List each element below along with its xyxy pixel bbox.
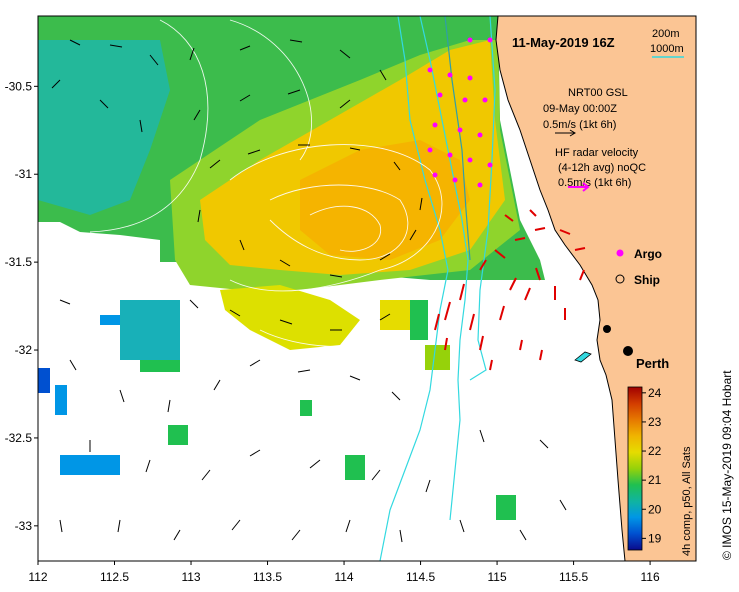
y-tick-label: -31.5 xyxy=(5,255,33,269)
nrt-legend-line2: 09-May 00:00Z xyxy=(543,103,617,115)
argo-floats xyxy=(427,37,493,188)
colorbar-tick-label: 23 xyxy=(648,415,662,429)
hf-legend-arrow xyxy=(568,182,590,192)
rottnest-island xyxy=(574,351,592,363)
scale-label-1000m: 1000m xyxy=(650,43,684,55)
hf-legend-line2: (4-12h avg) noQC xyxy=(558,162,646,174)
scale-label-200m: 200m xyxy=(652,28,680,40)
x-axis: 112 112.5 113 113.5 114 114.5 115 115.5 116 xyxy=(28,561,660,584)
sst-field-cyan xyxy=(38,40,170,215)
model-contours xyxy=(89,19,443,348)
x-tick-label: 116 xyxy=(641,570,660,584)
sst-field-yellow-lobe xyxy=(220,285,360,350)
perth-label: Perth xyxy=(636,356,669,371)
hf-legend-line1: HF radar velocity xyxy=(555,147,639,159)
nrt-legend-line3: 0.5m/s (1kt 6h) xyxy=(543,119,616,131)
colorbar-ticks: 19 20 21 22 23 24 xyxy=(642,386,662,545)
y-tick-label: -32 xyxy=(15,343,33,357)
colorbar-bar xyxy=(627,386,643,551)
colorbar-tick-label: 21 xyxy=(648,473,662,487)
colorbar-tick-label: 20 xyxy=(648,502,662,516)
argo-legend-label: Argo xyxy=(634,247,662,261)
colorbar-caption: 4h comp, p50, All Sats xyxy=(681,446,693,556)
x-tick-label: 113 xyxy=(181,570,200,584)
colorbar-tick-label: 22 xyxy=(648,444,662,458)
model-velocity-arrows xyxy=(51,39,567,543)
x-tick-label: 112.5 xyxy=(100,570,129,584)
x-tick-label: 112 xyxy=(28,570,47,584)
x-tick-label: 115 xyxy=(487,570,506,584)
x-tick-label: 113.5 xyxy=(253,570,282,584)
plot-frame xyxy=(37,15,697,562)
nrt-legend-arrow xyxy=(555,129,576,137)
map-title: 11-May-2019 16Z xyxy=(512,35,615,50)
bathymetry-contours xyxy=(379,16,496,561)
land xyxy=(495,16,696,561)
sst-field-core-orange xyxy=(300,140,470,260)
credit-label: © IMOS 15-May-2019 09:04 Hobart xyxy=(720,370,734,560)
colorbar-tick-label: 24 xyxy=(648,386,662,400)
x-tick-label: 114 xyxy=(334,570,353,584)
ship-marker xyxy=(603,325,611,333)
colorbar-tick-label: 19 xyxy=(648,531,662,545)
perth-marker xyxy=(623,346,633,356)
y-tick-label: -33 xyxy=(15,519,33,533)
y-axis: -30.5 -31 -31.5 -32 -32.5 -33 xyxy=(5,79,38,533)
y-tick-label: -30.5 xyxy=(5,79,33,93)
nrt-legend-line1: NRT00 GSL xyxy=(568,87,628,99)
hf-radar-arrows xyxy=(434,209,586,371)
x-tick-label: 114.5 xyxy=(406,570,435,584)
x-tick-label: 115.5 xyxy=(559,570,588,584)
y-tick-label: -31 xyxy=(15,167,33,181)
argo-legend-symbol xyxy=(616,249,624,257)
ship-legend-symbol xyxy=(615,274,625,284)
y-tick-label: -32.5 xyxy=(5,431,33,445)
ship-legend-label: Ship xyxy=(634,273,660,287)
sst-patches xyxy=(38,300,516,520)
